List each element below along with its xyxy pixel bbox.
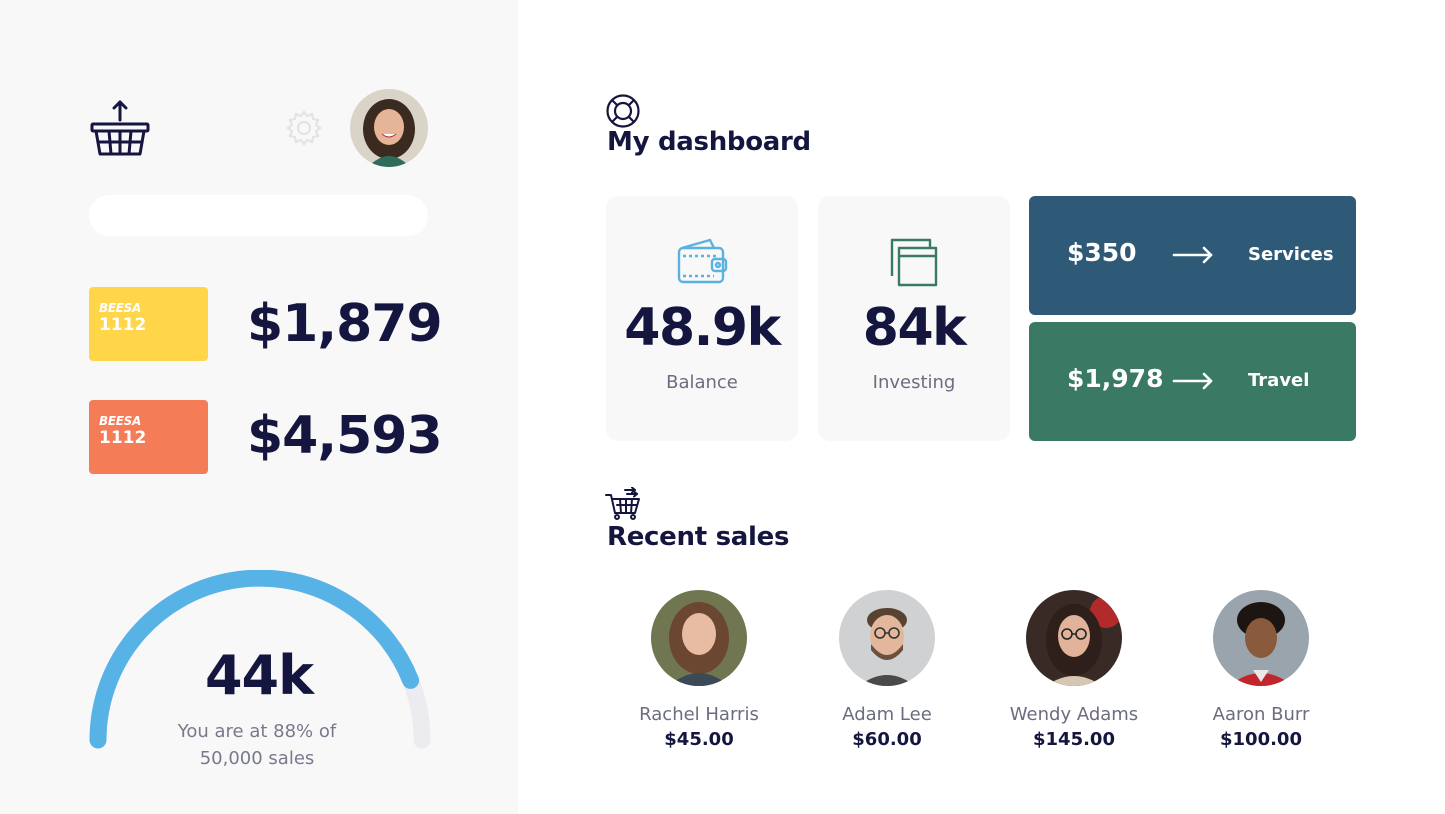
gauge-value: 44k	[204, 644, 314, 707]
gauge-caption-line: 50,000 sales	[199, 748, 315, 769]
page-title: My dashboard	[607, 127, 811, 157]
gauge-fill	[89, 570, 420, 749]
sale-amount: $60.00	[852, 729, 922, 750]
card-number: 1112	[99, 428, 147, 448]
tile-amount: $350	[1067, 238, 1137, 267]
avatar[interactable]	[839, 590, 935, 686]
arrow-right-icon	[1172, 372, 1213, 390]
sale-amount: $100.00	[1220, 729, 1302, 750]
credit-card[interactable]: BEESA 1112	[89, 400, 208, 474]
sale-amount: $45.00	[664, 729, 734, 750]
customer-name: Adam Lee	[842, 704, 932, 725]
avatar[interactable]	[1213, 590, 1309, 686]
stat-label: Investing	[872, 372, 956, 393]
services-tile[interactable]: $350 Services	[1029, 196, 1356, 315]
tile-label: Services	[1248, 244, 1334, 265]
card-balance: $1,879	[247, 294, 443, 354]
section-title: Recent sales	[607, 522, 790, 552]
gauge-caption-line: You are at 88% of	[177, 721, 337, 742]
sale-amount: $145.00	[1033, 729, 1115, 750]
wallet-icon	[677, 238, 728, 284]
customer-name: Rachel Harris	[639, 704, 759, 725]
avatar[interactable]	[1026, 590, 1122, 686]
stat-card-investing[interactable]: 84k Investing	[818, 196, 1010, 441]
avatar[interactable]	[350, 89, 428, 167]
gear-icon[interactable]	[285, 109, 323, 147]
sidebar: BEESA 1112 $1,879 BEESA 1112 $4,593 44k …	[0, 0, 518, 814]
sale-item[interactable]: Wendy Adams $145.00	[989, 590, 1159, 750]
card-brand: BEESA	[99, 301, 141, 315]
credit-card[interactable]: BEESA 1112	[89, 287, 208, 361]
stat-value: 48.9k	[624, 298, 781, 358]
customer-name: Aaron Burr	[1212, 704, 1310, 725]
sales-goal-gauge	[89, 570, 431, 749]
sale-item[interactable]: Aaron Burr $100.00	[1176, 590, 1346, 750]
gauge-caption: You are at 88% of 50,000 sales	[150, 718, 364, 772]
card-brand: BEESA	[99, 414, 141, 428]
tile-label: Travel	[1248, 370, 1310, 391]
sale-item[interactable]: Adam Lee $60.00	[802, 590, 972, 750]
stat-value: 84k	[862, 298, 967, 358]
sale-item[interactable]: Rachel Harris $45.00	[614, 590, 784, 750]
card-balance: $4,593	[247, 406, 443, 466]
arrow-right-icon	[1172, 246, 1213, 264]
stacked-squares-icon	[890, 238, 938, 287]
cart-icon	[605, 487, 640, 520]
card-number: 1112	[99, 315, 147, 335]
search-input[interactable]	[89, 195, 428, 236]
tile-amount: $1,978	[1067, 364, 1164, 393]
stat-label: Balance	[666, 372, 738, 393]
lifebuoy-icon	[606, 94, 640, 128]
avatar[interactable]	[651, 590, 747, 686]
basket-upload-icon[interactable]	[89, 100, 151, 158]
travel-tile[interactable]: $1,978 Travel	[1029, 322, 1356, 441]
stat-card-balance[interactable]: 48.9k Balance	[606, 196, 798, 441]
customer-name: Wendy Adams	[1009, 704, 1139, 725]
